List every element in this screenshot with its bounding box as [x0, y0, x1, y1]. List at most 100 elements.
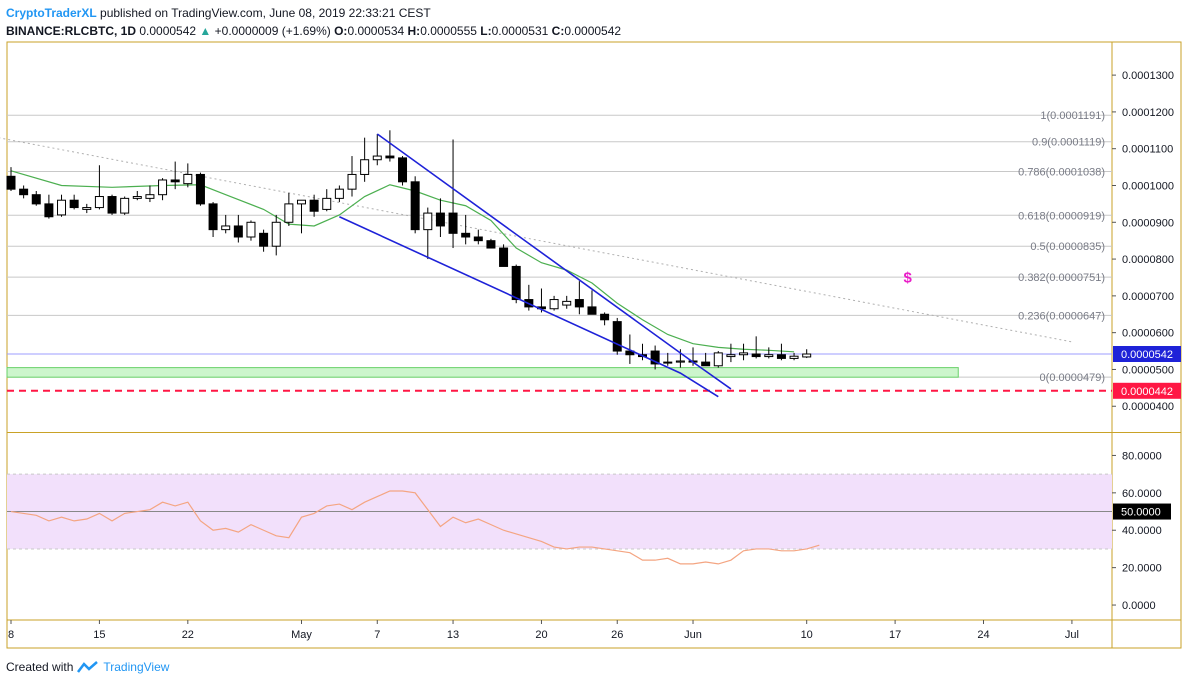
candle: [802, 349, 812, 359]
candle-body: [372, 155, 382, 161]
candle: [499, 244, 509, 267]
candle-body: [739, 352, 749, 356]
candle-body: [158, 179, 168, 196]
last-price-badge: 0.0000542: [1121, 349, 1173, 361]
candle: [713, 351, 723, 368]
candle: [221, 214, 231, 234]
candle: [461, 214, 471, 245]
red-level-badge: 0.0000442: [1121, 386, 1173, 398]
rsi-mid-badge-bg: [1113, 503, 1171, 520]
candle: [473, 229, 483, 245]
up-arrow-icon: ▲: [199, 24, 212, 38]
author-link[interactable]: CryptoTraderXL: [6, 6, 97, 20]
time-tick-label: Jun: [684, 629, 702, 641]
candle-body: [296, 199, 306, 205]
candle-body: [233, 225, 243, 238]
candle: [208, 202, 218, 237]
close-label: C:: [551, 24, 565, 38]
candle: [158, 178, 168, 201]
price-tick-label: 0.0000600: [1122, 328, 1174, 340]
candle-body: [612, 321, 622, 352]
candle-body: [398, 157, 408, 183]
fib-level-label: 1(0.0001191): [1040, 110, 1105, 122]
candle: [57, 194, 67, 217]
candle: [195, 172, 205, 206]
candle-body: [170, 179, 180, 183]
candle: [334, 185, 344, 203]
dollar-marker: $: [904, 269, 913, 286]
candle-body: [701, 361, 711, 367]
candle: [170, 161, 180, 190]
candle-body: [69, 199, 79, 209]
candle-body: [347, 173, 357, 190]
wedge-lower-trendline: [339, 216, 719, 398]
candle-body: [562, 300, 572, 306]
fib-level-label: 0.382(0.0000751): [1018, 272, 1105, 284]
low-value: 0.0000531: [491, 24, 549, 38]
candle: [398, 156, 408, 186]
candle-body: [82, 207, 92, 210]
price-tick-label: 0.0000900: [1122, 217, 1174, 229]
candle: [31, 191, 41, 206]
candle: [675, 349, 685, 368]
price-tick-label: 0.0001300: [1122, 70, 1174, 82]
rsi-line: [10, 490, 820, 565]
candle-body: [574, 299, 584, 308]
candle: [612, 317, 622, 355]
time-tick-label: 22: [182, 629, 194, 641]
candle: [423, 207, 433, 260]
candle: [120, 196, 130, 215]
candle: [259, 229, 269, 252]
candle-body: [675, 360, 685, 363]
fib-level-label: 0.9(0.0001119): [1032, 137, 1105, 149]
candle-body: [132, 196, 142, 199]
candle-body: [360, 159, 370, 175]
candle-body: [600, 313, 610, 321]
symbol-label[interactable]: BINANCE:RLCBTC, 1D: [6, 24, 136, 38]
candle: [739, 343, 749, 361]
candle-body: [423, 212, 433, 231]
open-label: O:: [334, 24, 348, 38]
candle-body: [461, 232, 471, 238]
candle: [587, 290, 597, 315]
low-label: L:: [480, 24, 492, 38]
candle-body: [448, 212, 458, 234]
candle: [524, 284, 534, 311]
candle-body: [713, 352, 723, 367]
candle: [360, 137, 370, 182]
close-value: 0.0000542: [564, 24, 622, 38]
published-text: published on TradingView.com, June 08, 2…: [100, 6, 431, 20]
candle-body: [271, 221, 281, 247]
footer: Created with TradingView: [6, 660, 169, 674]
fib-level-label: 0(0.0000479): [1040, 372, 1105, 384]
candle: [372, 133, 382, 166]
fib-level-label: 0.786(0.0001038): [1018, 167, 1105, 179]
candle-body: [44, 203, 54, 218]
dotted-trendline: [0, 137, 1073, 343]
candle-body: [309, 199, 319, 212]
rsi-mid-badge: 50.0000: [1121, 507, 1161, 519]
candle-body: [410, 181, 420, 231]
candle: [94, 165, 104, 210]
candle: [271, 214, 281, 256]
candle: [347, 156, 357, 197]
candle-body: [650, 350, 660, 365]
candle-body: [751, 353, 761, 358]
candle: [410, 176, 420, 234]
last-price: 0.0000542: [139, 24, 197, 38]
candle: [284, 192, 294, 226]
tradingview-brand-link[interactable]: TradingView: [103, 660, 170, 674]
candle-body: [802, 353, 812, 358]
tradingview-logo-icon: [77, 661, 99, 673]
candle: [69, 194, 79, 210]
candle: [448, 139, 458, 249]
time-tick-label: 10: [801, 629, 813, 641]
time-tick-label: 7: [374, 629, 380, 641]
candle: [246, 220, 256, 241]
candle-body: [663, 361, 673, 364]
rsi-tick-label: 80.0000: [1122, 450, 1162, 462]
rsi-tick-label: 40.0000: [1122, 525, 1162, 537]
candle-body: [284, 203, 294, 223]
candle-body: [19, 188, 29, 196]
